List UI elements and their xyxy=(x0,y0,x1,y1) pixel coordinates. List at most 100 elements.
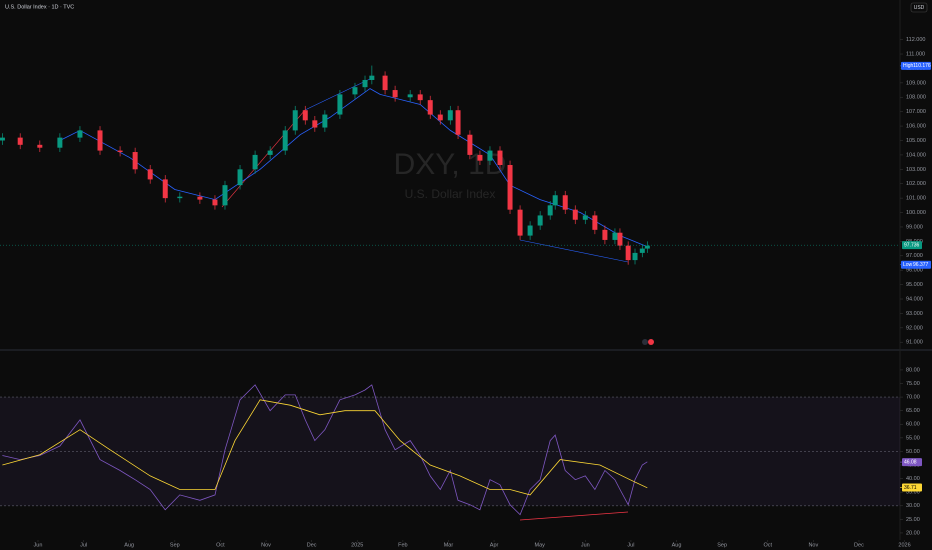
price-marker xyxy=(902,458,922,467)
candle-body xyxy=(632,252,638,261)
x-tick-label: May xyxy=(534,542,545,548)
candle-body xyxy=(612,232,618,240)
candle-body xyxy=(382,75,388,91)
candle-body xyxy=(222,185,228,206)
candle-body xyxy=(427,100,433,115)
marker-tag: High xyxy=(903,63,914,69)
x-tick-label: Jun xyxy=(581,542,590,548)
candle-body xyxy=(267,150,273,155)
series-line xyxy=(2,384,648,516)
y-tick-label: 35.00 xyxy=(906,490,920,496)
candle-body xyxy=(639,248,645,253)
candle-body xyxy=(212,199,218,206)
series-line xyxy=(2,399,648,496)
chart-title: U.S. Dollar Index · 1D · TVC xyxy=(5,4,74,10)
candle-body xyxy=(0,137,5,141)
y-tick-label: 94.000 xyxy=(906,296,923,302)
candle-body xyxy=(147,169,153,180)
trendline xyxy=(304,77,373,111)
x-tick-label: Jun xyxy=(34,542,43,548)
price-marker xyxy=(902,241,922,250)
x-tick-label: Jul xyxy=(80,542,87,548)
candle-body xyxy=(37,144,43,148)
candle-body xyxy=(302,110,308,121)
candle-body xyxy=(237,169,243,186)
y-tick-label: 92.000 xyxy=(906,325,923,331)
trendline xyxy=(519,239,629,263)
y-tick-label: 60.00 xyxy=(906,422,920,428)
x-tick-label: Nov xyxy=(808,542,818,548)
marker-label: 36.71 xyxy=(904,485,917,491)
candle-body xyxy=(117,150,123,153)
y-tick-label: 109.000 xyxy=(906,80,926,86)
y-tick-label: 50.00 xyxy=(906,449,920,455)
y-tick-label: 40.00 xyxy=(906,476,920,482)
candle-body xyxy=(177,196,183,199)
candle-body xyxy=(527,225,533,236)
candle-body xyxy=(282,130,288,151)
candle-body xyxy=(507,164,513,210)
pane: 91.000 92.000 93.000 94.000 95.000 96.000 97.0… xyxy=(0,37,931,346)
y-tick-label: 101.000 xyxy=(906,196,926,202)
candle-body xyxy=(592,215,598,230)
y-tick-label: 91.000 xyxy=(906,340,923,346)
y-tick-label: 103.000 xyxy=(906,167,926,173)
candle-body xyxy=(407,94,413,98)
y-tick-label: 20.00 xyxy=(906,530,920,536)
y-tick-label: 108.000 xyxy=(906,95,926,101)
y-tick-label: 99.000 xyxy=(906,224,923,230)
marker-label: 97.736 xyxy=(904,242,920,248)
candle-body xyxy=(537,215,543,226)
candle-body xyxy=(97,130,103,151)
candle-body xyxy=(517,209,523,236)
y-tick-label: 65.00 xyxy=(906,408,920,414)
x-tick-label: Sep xyxy=(717,542,727,548)
candle-body xyxy=(602,229,608,240)
divergence-line xyxy=(519,511,629,521)
candle-body xyxy=(477,154,483,161)
candle-body xyxy=(617,232,623,246)
trendline xyxy=(221,109,306,208)
marker-label: 96.377 xyxy=(913,262,929,268)
candle-body xyxy=(352,87,358,95)
event-icon[interactable] xyxy=(642,339,648,345)
candle-body xyxy=(417,94,423,101)
x-tick-label: Jul xyxy=(627,542,634,548)
x-tick-label: Nov xyxy=(261,542,271,548)
candle-body xyxy=(552,195,558,206)
y-tick-label: 106.000 xyxy=(906,124,926,130)
candle-body xyxy=(132,152,138,170)
candle-body xyxy=(77,130,83,138)
y-tick-label: 107.000 xyxy=(906,109,926,115)
x-tick-label: Apr xyxy=(490,542,499,548)
y-tick-label: 104.000 xyxy=(906,152,926,158)
y-tick-label: 93.000 xyxy=(906,311,923,317)
marker-label: 110.176 xyxy=(913,63,931,69)
candle-body xyxy=(162,179,168,199)
y-tick-label: 105.000 xyxy=(906,138,926,144)
candle-body xyxy=(369,75,375,80)
candle-body xyxy=(547,205,553,216)
x-tick-label: 2025 xyxy=(351,542,363,548)
currency-button[interactable] xyxy=(910,2,928,13)
x-tick-label: Oct xyxy=(763,542,772,548)
candle-body xyxy=(337,94,343,115)
price-marker xyxy=(902,483,922,492)
marker-label: 46.08 xyxy=(904,459,917,465)
y-tick-label: 25.00 xyxy=(906,517,920,523)
x-tick-label: Aug xyxy=(124,542,134,548)
x-tick-label: Mar xyxy=(444,542,454,548)
x-tick-label: Feb xyxy=(398,542,407,548)
x-tick-label: 2026 xyxy=(898,542,910,548)
y-tick-label: 96.000 xyxy=(906,268,923,274)
y-tick-label: 97.000 xyxy=(906,253,923,259)
event-icon[interactable] xyxy=(648,339,654,345)
candle-body xyxy=(437,114,443,121)
candle-body xyxy=(467,134,473,155)
candle-body xyxy=(322,114,328,128)
candle-body xyxy=(362,79,368,88)
currency[interactable]: USD xyxy=(914,5,925,11)
